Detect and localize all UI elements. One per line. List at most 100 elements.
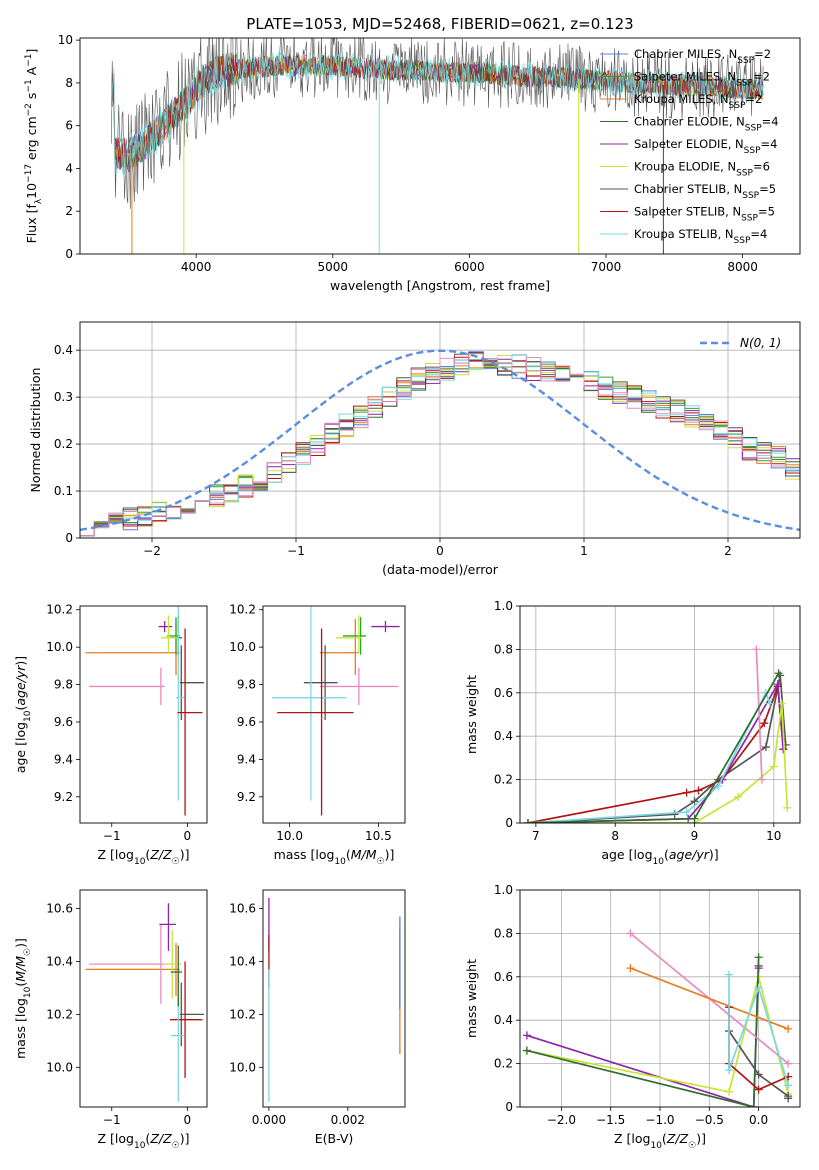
x-axis-label: wavelength [Angstrom, rest frame] [330, 278, 550, 293]
axes-frame [519, 605, 801, 824]
y-tick-label: 2 [65, 204, 73, 218]
weight-marker [682, 808, 691, 817]
weight-marker [784, 1024, 793, 1033]
y-tick-label: 0 [65, 531, 73, 545]
y-tick-label: 9.6 [54, 715, 73, 729]
weight-marker [774, 669, 783, 678]
x-axis-label: Z [log10(Z/Z☉)] [97, 847, 189, 867]
x-tick-label: 0 [436, 544, 444, 558]
y-tick-label: 10 [58, 33, 73, 47]
weight-marker [626, 929, 635, 938]
weight-line [755, 649, 763, 780]
weight-marker [752, 645, 761, 654]
weight_vs_age-plot-area [523, 645, 792, 823]
error-bar [177, 628, 203, 816]
x-tick-label: −1.0 [645, 1113, 674, 1127]
y-tick-label: 0.2 [494, 1057, 513, 1071]
legend-label: Chabrier ELODIE, NSSP=4 [634, 115, 779, 134]
y-axis-label: mass [log10(M/M☉)] [13, 938, 33, 1059]
weight-marker [522, 1046, 531, 1055]
age_vs_mass-plot-area [271, 606, 400, 816]
error-bar [169, 961, 203, 1078]
weight-marker [725, 1066, 734, 1075]
error-bar [179, 645, 204, 721]
x-tick-label: 0.002 [331, 1113, 365, 1127]
axes-frame [79, 889, 208, 1108]
weight-marker [694, 786, 703, 795]
spectrum-panel: 4000 5000 6000 7000 8000 0 2 4 6 8 10 Chabrier MILE… [24, 33, 801, 293]
age_vs_Z-panel: −1 0 9.2 9.4 9.6 9.8 10.0 10.2 Z [log10(Z/Z☉)] ag… [13, 603, 208, 867]
y-tick-label: 10.4 [46, 954, 73, 968]
weight-marker [784, 1081, 793, 1090]
weight-marker [760, 719, 769, 728]
y-tick-label: 6 [65, 119, 73, 133]
x-tick-label: 1 [580, 544, 588, 558]
error-bar [89, 667, 165, 706]
y-tick-label: 10.6 [46, 902, 73, 916]
y-tick-label: 0.2 [494, 773, 513, 787]
mass_vs_ebv-panel: 0.000 0.002 10.0 10.2 10.4 10.6 E(B-V) [229, 889, 406, 1146]
y-tick-label: 10.2 [229, 1007, 256, 1021]
legend-label: Kroupa STELIB, NSSP=4 [634, 227, 767, 246]
mass_vs_Z-panel: −1 0 10.0 10.2 10.4 10.6 Z [log10(Z/Z☉)] mass [… [13, 889, 208, 1151]
x-tick-label: −2 [143, 544, 161, 558]
spectrum-line [111, 38, 764, 209]
y-axis-label: mass weight [464, 959, 479, 1038]
legend-label: Salpeter ELODIE, NSSP=4 [634, 137, 777, 156]
weight_vs_Z-plot-area [522, 929, 793, 1107]
spectrum-legend: Chabrier MILES, NSSP=2 Salpeter MILES, NS… [600, 47, 779, 246]
error-bar [303, 645, 338, 721]
y-tick-label: 0.6 [494, 686, 513, 700]
y-tick-label: 0.2 [54, 437, 73, 451]
y-tick-label: 0.8 [494, 642, 513, 656]
weight-line [526, 957, 760, 1107]
age_vs_Z-plot-area [85, 606, 204, 816]
x-tick-label: 6000 [454, 260, 485, 274]
x-tick-label: 10 [766, 829, 781, 843]
legend-label: Kroupa MILES, NSSP=2 [634, 92, 762, 111]
weight_vs_Z-panel: −2.0 −1.5 −1.0 −0.5 0.0 0 0.2 0.4 0.6 0.8 1.0 Z [lo… [464, 883, 801, 1151]
x-tick-label: 0 [184, 1113, 192, 1127]
y-tick-label: 0.8 [494, 926, 513, 940]
x-tick-label: 5000 [317, 260, 348, 274]
x-tick-label: 0.000 [252, 1113, 286, 1127]
weight-marker [725, 1087, 734, 1096]
x-axis-label: age [log10(age/yr)] [601, 847, 718, 867]
gaussian-curve [80, 349, 800, 531]
y-tick-label: 9.2 [54, 790, 73, 804]
weight-marker [749, 1103, 758, 1107]
weight_vs_age-panel: 7 8 9 10 0 0.2 0.4 0.6 0.8 1.0 age [log10(age/yr)]… [464, 599, 801, 867]
x-tick-label: 8 [611, 829, 619, 843]
y-tick-label: 9.4 [54, 752, 73, 766]
weight-marker [784, 1059, 793, 1068]
figure-title: PLATE=1053, MJD=52468, FIBERID=0621, z=0… [246, 15, 633, 33]
mass_vs_ebv-plot-area [268, 897, 401, 1102]
weight-line [527, 703, 789, 823]
x-tick-label: 7 [532, 829, 540, 843]
error-bar [277, 628, 354, 816]
spectrum-line [111, 50, 764, 177]
y-tick-label: 0.3 [54, 390, 73, 404]
error-bar [170, 945, 183, 1007]
y-tick-label: 10.0 [229, 640, 256, 654]
x-axis-label: mass [log10(M/M☉)] [274, 847, 395, 867]
y-axis-label: mass weight [464, 675, 479, 754]
y-tick-label: 0.1 [54, 484, 73, 498]
x-tick-label: −0.5 [695, 1113, 724, 1127]
legend-label: Chabrier STELIB, NSSP=5 [634, 182, 776, 201]
weight-marker [754, 1070, 763, 1079]
x-tick-label: −1 [103, 829, 121, 843]
y-tick-label: 10.4 [229, 954, 256, 968]
x-tick-label: −2.0 [547, 1113, 576, 1127]
y-tick-label: 9.8 [237, 678, 256, 692]
weight-marker [690, 797, 699, 806]
x-tick-label: −1.5 [596, 1113, 625, 1127]
y-tick-label: 0.4 [494, 729, 513, 743]
weight-marker [783, 803, 792, 812]
weight-marker [714, 782, 723, 791]
x-axis-label: Z [log10(Z/Z☉)] [97, 1131, 189, 1151]
y-tick-label: 4 [65, 161, 73, 175]
y-tick-label: 9.8 [54, 678, 73, 692]
legend-label: Salpeter STELIB, NSSP=5 [634, 205, 775, 224]
